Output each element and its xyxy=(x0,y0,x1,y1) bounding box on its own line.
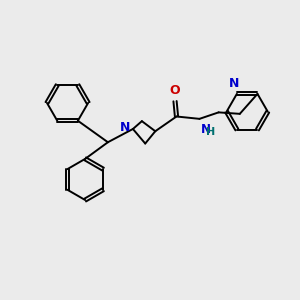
Text: N: N xyxy=(120,121,130,134)
Text: N: N xyxy=(201,123,211,136)
Text: O: O xyxy=(170,84,180,98)
Text: N: N xyxy=(229,77,240,90)
Text: H: H xyxy=(206,127,215,137)
